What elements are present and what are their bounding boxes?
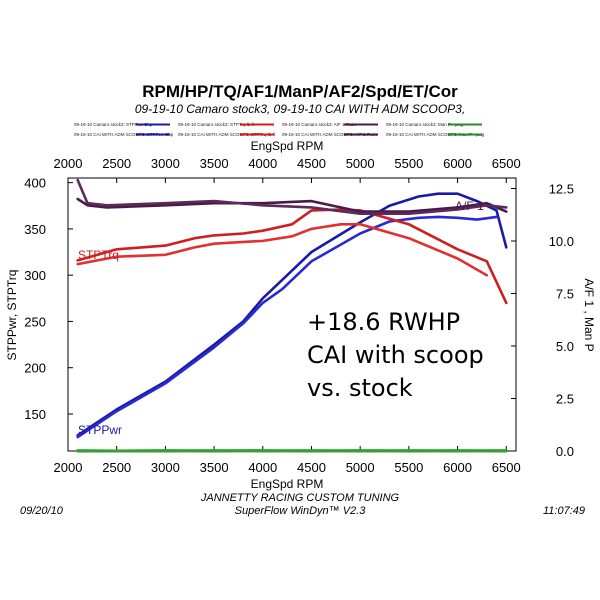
legend-entry-6: 09-19-10 Camaro stock3: Man P - psig [386, 122, 464, 127]
y-tick-3: 300 [24, 268, 46, 283]
series-line-3 [76, 223, 489, 277]
axis-ticks [67, 178, 516, 452]
x-axis-label-bottom: EngSpd RPM [251, 477, 324, 491]
footer-date: 09/20/10 [20, 505, 64, 517]
x-tick-top-7: 5500 [394, 156, 423, 171]
x-tick-top-0: 2000 [54, 156, 83, 171]
y-tick-1: 200 [24, 361, 46, 376]
y-axis-label: STPPwr, STPTrq [5, 270, 19, 361]
x-axis-label-top: EngSpd RPM [251, 139, 324, 153]
x-tick-bottom-2: 3000 [151, 460, 180, 475]
legend-entry-3: 09-19-10 CAI WITH ADM SCOOP3: STPTrq-lb-… [178, 132, 276, 137]
y-tick-labels: 150 200 250 300 350 400 [24, 176, 46, 422]
series-line-0 [76, 192, 508, 437]
x-tick-bottom-7: 5500 [394, 460, 423, 475]
x-tick-bottom-8: 6000 [443, 460, 472, 475]
y-tick-5: 400 [24, 176, 46, 191]
x-tick-top-6: 5000 [346, 156, 375, 171]
legend-entry-2: 09-19-10 Camaro stock3: STPTrq-lb-ft [178, 122, 255, 127]
x-tick-top-9: 6500 [492, 156, 521, 171]
legend-entry-5: 09-19-10 CAI WITH ADM SCOOP3: A/F 1-Rati… [282, 132, 378, 137]
x-tick-bottom-0: 2000 [54, 460, 83, 475]
y2-tick-5: 12.5 [549, 182, 574, 197]
y-tick-0: 150 [24, 407, 46, 422]
series-line-2 [76, 208, 508, 305]
annotation-line-1: +18.6 RWHP [307, 308, 460, 336]
y2-tick-3: 7.5 [556, 287, 574, 302]
y2-tick-2: 5.0 [556, 339, 574, 354]
power-curve-label: STPPwr [78, 423, 122, 437]
x-tick-bottom-9: 6500 [492, 460, 521, 475]
legend-entry-1: 09-19-10 CAI WITH ADM SCOOP3: STPPwr-Chp [74, 132, 174, 137]
torque-curve-label: STPTrq [78, 248, 119, 262]
x-tick-bottom-6: 5000 [346, 460, 375, 475]
x-tick-labels-top: 2000 2500 3000 3500 4000 4500 5000 5500 6000 6500 [54, 156, 521, 171]
x-tick-labels-bottom: 2000 2500 3000 3500 4000 4500 5000 5500 6000 6500 [54, 460, 521, 475]
y2-tick-1: 2.5 [556, 392, 574, 407]
y2-axis-label: A/F 1 , Man P [582, 278, 596, 351]
x-tick-top-8: 6000 [443, 156, 472, 171]
footer-software: SuperFlow WinDyn™ V2.3 [235, 505, 367, 517]
y2-tick-4: 10.0 [549, 234, 574, 249]
x-tick-top-2: 3000 [151, 156, 180, 171]
x-tick-top-1: 2500 [102, 156, 131, 171]
x-tick-top-4: 4000 [248, 156, 277, 171]
annotation-line-2: CAI with scoop [307, 341, 484, 369]
chart-title: RPM/HP/TQ/AF1/ManP/AF2/Spd/ET/Cor [142, 82, 458, 101]
af-curve-label: A/F 1 [455, 199, 484, 213]
series-line-1 [76, 215, 498, 439]
legend: 09-19-10 Camaro stock3: STPPwr-Chp 09-19-… [74, 122, 485, 137]
annotation-line-3: vs. stock [307, 374, 413, 402]
series-line-5 [76, 178, 508, 215]
y-tick-2: 250 [24, 314, 46, 329]
x-tick-top-3: 3500 [200, 156, 229, 171]
series-lines [76, 178, 508, 453]
legend-entry-7: 09-19-10 CAI WITH ADM SCOOP3: Man P - ps… [386, 132, 485, 137]
x-tick-top-5: 4500 [297, 156, 326, 171]
legend-entry-4: 09-19-10 Camaro stock3: A/F 1-Ratio [282, 122, 357, 127]
footer-company: JANNETTY RACING CUSTOM TUNING [200, 492, 400, 504]
x-tick-bottom-4: 4000 [248, 460, 277, 475]
footer-time: 11:07:49 [543, 505, 585, 517]
chart-subtitle: 09-19-10 Camaro stock3, 09-19-10 CAI WIT… [135, 102, 465, 116]
series-line-4 [76, 197, 508, 213]
x-tick-bottom-3: 3500 [200, 460, 229, 475]
x-tick-bottom-1: 2500 [102, 460, 131, 475]
y2-tick-0: 0.0 [556, 444, 574, 459]
y-tick-4: 350 [24, 222, 46, 237]
y2-tick-labels: 0.0 2.5 5.0 7.5 10.0 12.5 [549, 182, 574, 460]
legend-entry-0: 09-19-10 Camaro stock3: STPPwr-Chp [74, 122, 153, 127]
x-tick-bottom-5: 4500 [297, 460, 326, 475]
